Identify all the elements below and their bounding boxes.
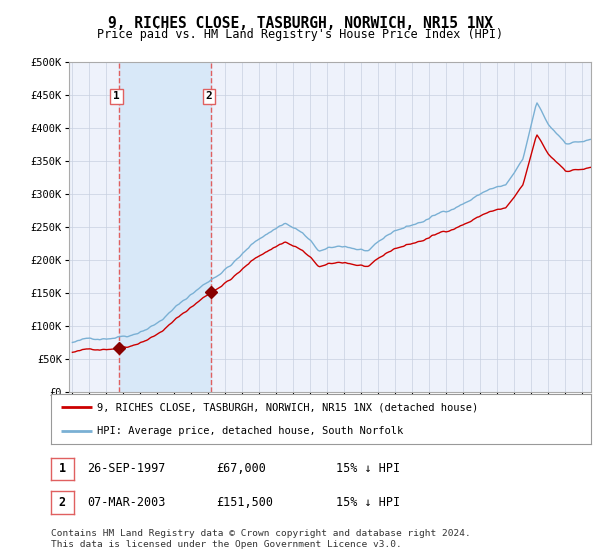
Text: HPI: Average price, detached house, South Norfolk: HPI: Average price, detached house, Sout…	[97, 426, 403, 436]
Text: 1: 1	[113, 91, 120, 101]
Text: 15% ↓ HPI: 15% ↓ HPI	[336, 462, 400, 475]
Text: Contains HM Land Registry data © Crown copyright and database right 2024.
This d: Contains HM Land Registry data © Crown c…	[51, 529, 471, 549]
Text: £67,000: £67,000	[216, 462, 266, 475]
Bar	[119, 62, 211, 392]
Text: £151,500: £151,500	[216, 496, 273, 509]
Text: Price paid vs. HM Land Registry's House Price Index (HPI): Price paid vs. HM Land Registry's House …	[97, 28, 503, 41]
Text: 26-SEP-1997: 26-SEP-1997	[87, 462, 166, 475]
Text: 15% ↓ HPI: 15% ↓ HPI	[336, 496, 400, 509]
Text: 9, RICHES CLOSE, TASBURGH, NORWICH, NR15 1NX: 9, RICHES CLOSE, TASBURGH, NORWICH, NR15…	[107, 16, 493, 31]
Text: 07-MAR-2003: 07-MAR-2003	[87, 496, 166, 509]
Text: 9, RICHES CLOSE, TASBURGH, NORWICH, NR15 1NX (detached house): 9, RICHES CLOSE, TASBURGH, NORWICH, NR15…	[97, 402, 478, 412]
Text: 2: 2	[59, 496, 66, 509]
Text: 1: 1	[59, 462, 66, 475]
Text: 2: 2	[206, 91, 212, 101]
